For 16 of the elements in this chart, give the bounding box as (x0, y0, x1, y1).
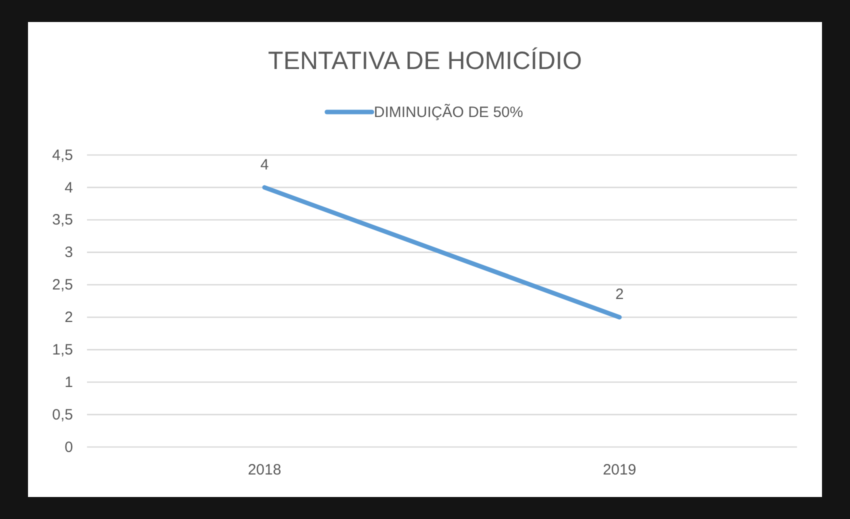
y-tick-label: 0 (64, 438, 73, 456)
data-label: 2 (615, 286, 624, 304)
y-tick-label: 1,5 (52, 341, 73, 358)
y-tick-label: 2 (64, 309, 73, 326)
legend-label: DIMINUIÇÃO DE 50% (374, 103, 524, 121)
chart-title: TENTATIVA DE HOMICÍDIO (268, 47, 582, 75)
y-tick-label: 3 (64, 244, 73, 262)
x-tick-label: 2018 (248, 462, 282, 479)
y-tick-label: 2,5 (52, 276, 73, 294)
y-tick-label: 4 (64, 179, 73, 196)
x-tick-label: 2019 (602, 462, 636, 479)
y-tick-label: 4,5 (52, 146, 73, 164)
y-tick-label: 0,5 (52, 406, 73, 424)
y-tick-label: 3,5 (52, 212, 73, 229)
y-tick-label: 1 (64, 374, 73, 391)
data-label: 4 (260, 156, 269, 174)
